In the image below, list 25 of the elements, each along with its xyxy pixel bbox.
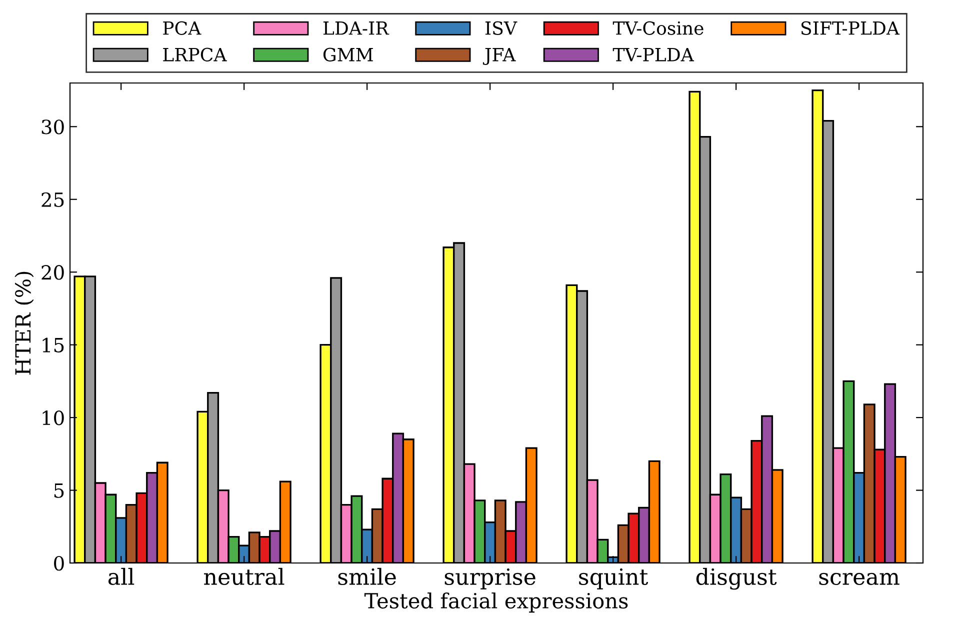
y-tick-label: 10 xyxy=(42,410,64,426)
x-axis-title: Tested facial expressions xyxy=(364,592,628,613)
legend-label: TV-Cosine xyxy=(612,21,704,35)
x-tick-label: all xyxy=(108,568,134,586)
x-tick-label: surprise xyxy=(444,568,536,590)
x-tick-label: scream xyxy=(819,572,900,586)
x-tick-label: squint xyxy=(579,568,648,590)
y-tick-label: 5 xyxy=(54,483,64,498)
legend-label: ISV xyxy=(485,21,518,35)
legend-label: LDA-IR xyxy=(323,22,390,35)
y-tick-label: 25 xyxy=(42,192,64,208)
x-tick-label: neutral xyxy=(204,568,284,586)
x-tick-label: disgust xyxy=(696,568,777,590)
x-tick-label: smile xyxy=(338,568,396,586)
y-axis-title: HTER (%) xyxy=(14,272,34,375)
y-tick-label: 0 xyxy=(54,556,64,571)
y-tick-label: 30 xyxy=(42,120,64,134)
legend-label: GMM xyxy=(323,48,373,62)
legend-label: SIFT-PLDA xyxy=(801,21,900,35)
y-tick-label: 20 xyxy=(42,265,64,280)
legend-label: JFA xyxy=(482,48,516,65)
legend-label: PCA xyxy=(163,21,202,35)
y-tick-label: 15 xyxy=(42,338,64,352)
legend-label: LRPCA xyxy=(163,48,227,62)
legend-label: TV-PLDA xyxy=(612,48,694,62)
